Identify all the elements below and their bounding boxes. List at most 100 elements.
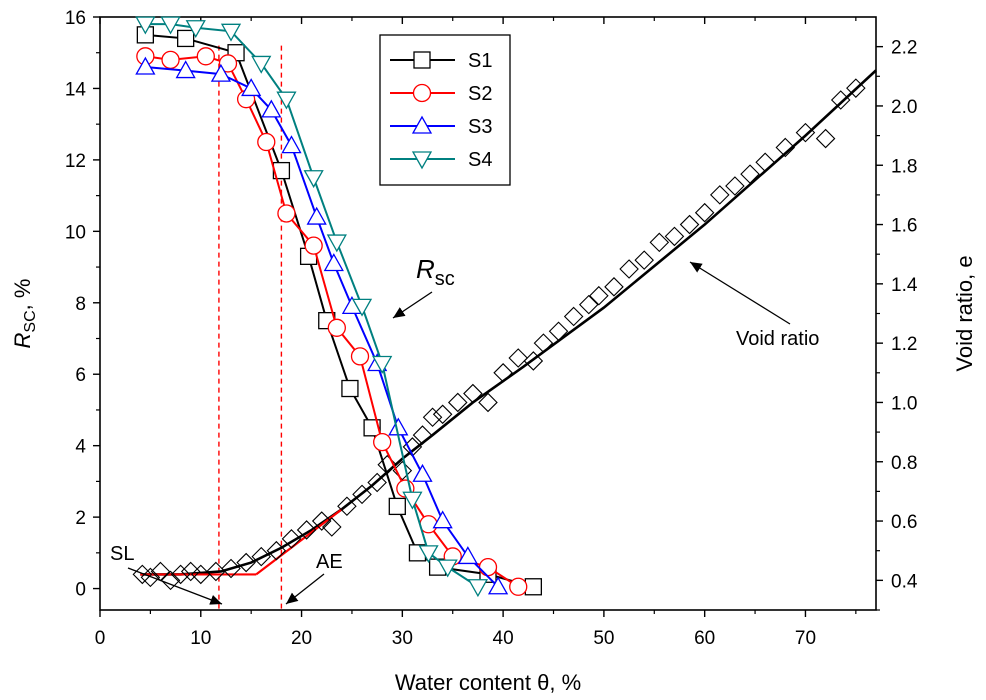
legend-marker-s4	[411, 151, 433, 170]
series-point-s4	[326, 234, 347, 253]
legend-marker-s1	[413, 51, 431, 69]
series-point-s4	[135, 16, 156, 35]
void-ratio-point	[830, 90, 851, 110]
y-right-tick-label: 1.0	[891, 393, 917, 414]
series-point-s3	[487, 576, 509, 595]
legend-label-s4: S4	[468, 149, 492, 171]
series-point-s3	[323, 253, 344, 272]
legend-label-s3: S3	[468, 116, 492, 138]
series-point-s3	[175, 60, 196, 79]
series-point-s4	[160, 16, 181, 35]
y-left-tick-label: 6	[75, 365, 86, 386]
void-ratio-point	[846, 78, 866, 98]
series-line-s4	[145, 23, 479, 588]
y-right-tick-label: 1.4	[891, 275, 918, 296]
red-fit-segment-1	[255, 508, 343, 576]
void-ratio-point	[493, 363, 513, 383]
y-left-axis-title: RSC, %	[10, 279, 39, 349]
legend-label-s1: S1	[468, 50, 492, 72]
series-point-s1	[341, 379, 359, 398]
x-axis-title: Water content θ, %	[395, 670, 581, 695]
y-right-tick-label: 0.8	[891, 453, 917, 474]
x-tick-label: 0	[95, 628, 106, 649]
void-ratio-point	[740, 164, 760, 184]
series-point-s3	[412, 463, 433, 482]
legend-marker-s2	[412, 83, 432, 103]
x-tick-label: 40	[493, 628, 514, 649]
x-tick-label: 50	[593, 628, 614, 649]
series-line-s2	[145, 55, 519, 588]
x-tick-label: 30	[392, 628, 413, 649]
void-ratio-point	[725, 176, 745, 196]
series-point-s2	[350, 347, 370, 366]
y-right-tick-label: 2.0	[891, 97, 917, 118]
ae-label: AE	[316, 551, 343, 573]
legend-label-s2: S2	[468, 83, 492, 105]
series-point-s1	[388, 497, 406, 516]
series-point-s1	[524, 578, 543, 596]
void-ratio-arrow	[689, 261, 791, 325]
y-right-tick-label: 1.2	[891, 334, 917, 355]
void-ratio-point	[251, 546, 272, 567]
sl-label: SL	[110, 543, 134, 565]
void-ratio-point	[508, 348, 529, 368]
rsc-label: Rsc	[416, 254, 455, 290]
series-point-s2	[196, 47, 215, 66]
void-ratio-point	[296, 520, 317, 540]
y-right-axis-title: Void ratio, e	[952, 255, 977, 371]
series-point-s2	[277, 204, 296, 223]
y-right-tick-label: 2.2	[891, 38, 917, 59]
series-point-s4	[220, 23, 242, 42]
series-point-s4	[372, 355, 393, 374]
void-ratio-point	[447, 392, 468, 413]
series-point-s4	[418, 545, 439, 564]
series-point-s4	[402, 491, 423, 510]
void-ratio-point	[795, 122, 816, 143]
series-point-s4	[303, 170, 324, 189]
series-point-s4	[437, 559, 458, 578]
void-ratio-point	[694, 202, 715, 223]
series-point-s3	[281, 135, 302, 154]
void-ratio-point	[221, 558, 241, 579]
series-point-s2	[373, 432, 392, 452]
series-point-s3	[432, 510, 453, 529]
void-ratio-point	[322, 517, 342, 537]
void-ratio-point	[352, 484, 372, 505]
y-left-tick-label: 0	[75, 580, 86, 601]
void-ratio-point	[533, 333, 554, 353]
void-ratio-point	[311, 511, 332, 531]
void-ratio-point	[160, 570, 181, 591]
y-left-tick-label: 12	[65, 151, 86, 172]
legend-marker-s3	[411, 115, 433, 134]
series-point-s2	[218, 54, 238, 73]
void-ratio-point	[619, 259, 639, 279]
void-ratio-point	[180, 561, 201, 582]
void-ratio-point	[710, 185, 730, 205]
y-right-tick-label: 0.6	[891, 512, 917, 533]
x-tick-label: 70	[795, 628, 816, 649]
void-ratio-point	[281, 529, 302, 549]
plot-area: 0 10 20 30 40 50 60 70 0 2 4 6 8 10 12 14 16 0.4 0.6 0.8 1.0…	[10, 8, 977, 695]
void-ratio-point	[392, 460, 413, 481]
ae-arrow	[285, 573, 325, 605]
y-left-tick-label: 2	[75, 508, 86, 529]
series-point-s3	[457, 546, 478, 565]
void-ratio-point	[755, 152, 775, 173]
void-ratio-point	[170, 564, 191, 585]
y-left-tick-label: 4	[75, 437, 86, 458]
y-right-tick-label: 1.6	[891, 216, 917, 237]
y-left-tick-label: 16	[65, 8, 86, 29]
series-point-s1	[177, 29, 195, 48]
void-ratio-point	[604, 277, 624, 297]
void-ratio-point	[463, 383, 483, 404]
series-point-s3	[135, 56, 156, 75]
void-ratio-point	[266, 540, 287, 561]
series-point-s2	[478, 557, 498, 577]
void-ratio-point	[337, 496, 357, 517]
void-ratio-point	[478, 392, 498, 413]
x-tick-label: 20	[291, 628, 312, 649]
void-ratio-point	[589, 285, 609, 306]
series-point-s4	[251, 55, 272, 74]
y-left-tick-label: 10	[65, 222, 86, 243]
